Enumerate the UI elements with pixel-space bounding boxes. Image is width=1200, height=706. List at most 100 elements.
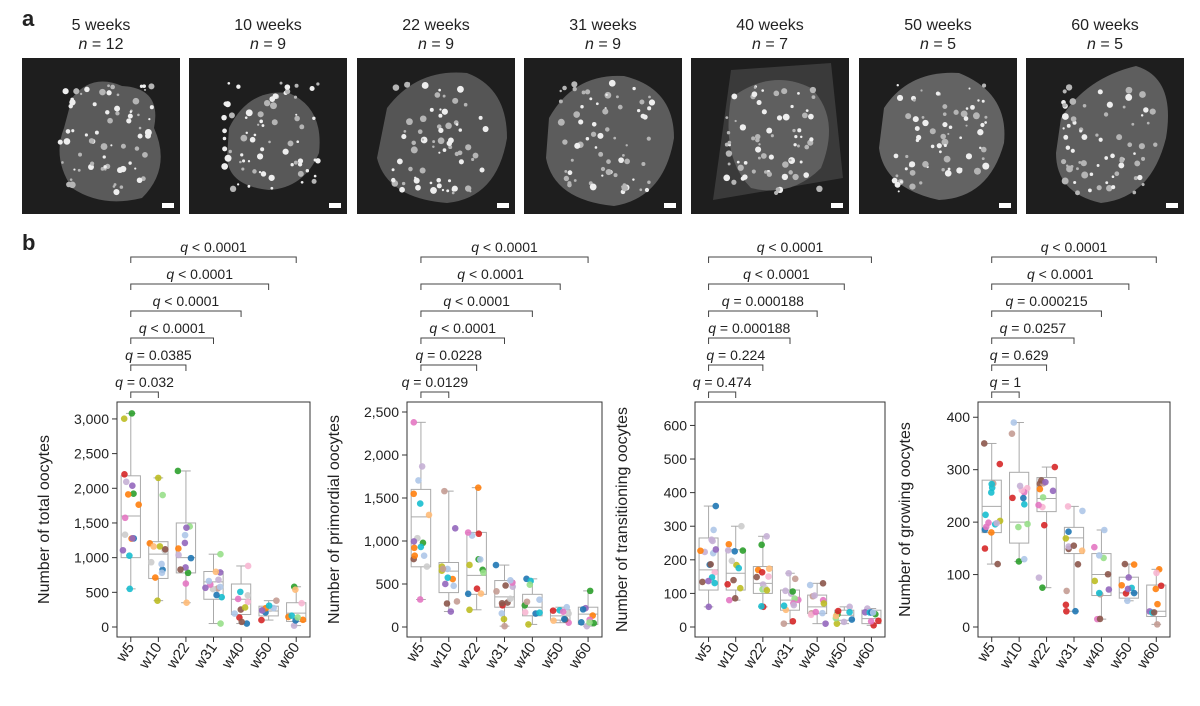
oocyte-spot	[965, 124, 968, 127]
oocyte-spot	[126, 118, 132, 124]
data-point	[410, 538, 418, 545]
oocyte-spot	[1105, 181, 1109, 185]
oocyte-spot	[984, 115, 988, 119]
data-point	[126, 585, 134, 593]
oocyte-spot	[284, 88, 291, 95]
oocyte-spot	[1081, 134, 1088, 140]
oocyte-spot	[1133, 176, 1138, 181]
data-point	[212, 568, 220, 576]
oocyte-spot	[788, 157, 796, 164]
box	[1146, 584, 1167, 618]
oocyte-spot	[1153, 142, 1158, 147]
oocyte-spot	[1089, 172, 1094, 177]
scale-bar	[999, 203, 1011, 208]
oocyte-spot	[617, 104, 623, 110]
data-point	[410, 555, 418, 563]
data-point	[231, 610, 238, 617]
oocyte-spot	[895, 174, 899, 178]
data-point	[988, 484, 996, 492]
oocyte-spot	[636, 109, 641, 113]
data-point	[782, 587, 789, 595]
oocyte-spot	[972, 112, 980, 120]
oocyte-spot	[77, 168, 81, 172]
data-point	[565, 610, 572, 617]
oocyte-spot	[563, 175, 570, 182]
oocyte-spot	[1065, 84, 1073, 91]
oocyte-spot	[905, 113, 912, 120]
data-point	[273, 597, 280, 604]
oocyte-spot	[1132, 190, 1137, 195]
data-point	[1125, 574, 1132, 581]
oocyte-spot	[142, 152, 148, 158]
oocyte-spot	[793, 143, 797, 147]
oocyte-spot	[239, 160, 242, 164]
oocyte-spot	[309, 85, 315, 92]
data-point	[477, 590, 485, 597]
oocyte-spot	[580, 105, 584, 109]
significance-label: q = 0.000188	[722, 293, 804, 309]
data-point	[1008, 430, 1016, 437]
data-point	[521, 602, 529, 609]
oocyte-spot	[439, 108, 442, 111]
oocyte-spot	[261, 124, 265, 127]
oocyte-spot	[137, 113, 140, 117]
oocyte-spot	[743, 160, 748, 165]
data-point	[1104, 570, 1112, 578]
data-point	[832, 612, 840, 620]
oocyte-spot	[940, 133, 947, 140]
oocyte-spot	[1134, 160, 1141, 167]
data-point	[578, 618, 585, 626]
data-point	[444, 574, 452, 581]
data-point	[561, 615, 568, 623]
x-tick-label: w10	[996, 640, 1026, 673]
data-point	[161, 545, 169, 553]
oocyte-spot	[110, 144, 113, 147]
data-point	[187, 554, 195, 562]
oocyte-spot	[808, 113, 814, 120]
data-point	[159, 491, 166, 499]
data-point	[502, 582, 509, 589]
oocyte-spot	[137, 133, 143, 139]
data-point	[292, 586, 299, 594]
data-point	[241, 604, 249, 611]
data-point	[1150, 609, 1158, 616]
data-point	[790, 600, 797, 607]
data-point	[563, 603, 571, 611]
data-point	[701, 548, 709, 556]
data-point	[739, 547, 747, 554]
oocyte-spot	[804, 144, 810, 150]
box	[861, 609, 882, 625]
oocyte-spot	[624, 158, 630, 165]
data-point	[447, 608, 455, 615]
data-point	[807, 611, 815, 619]
data-point	[146, 539, 154, 547]
data-point	[549, 607, 557, 614]
data-point	[1095, 552, 1103, 559]
oocyte-spot	[625, 144, 628, 147]
data-point	[582, 604, 589, 612]
data-point	[1016, 482, 1024, 490]
oocyte-spot	[768, 154, 774, 160]
oocyte-spot	[420, 136, 428, 144]
oocyte-spot	[727, 140, 732, 145]
oocyte-spot	[764, 170, 768, 174]
oocyte-spot	[419, 167, 426, 174]
data-point	[237, 588, 244, 596]
data-point	[1079, 507, 1086, 515]
data-point	[294, 614, 302, 621]
data-point	[299, 616, 307, 624]
data-point	[464, 529, 472, 536]
data-point	[156, 543, 164, 550]
oocyte-spot	[295, 113, 298, 116]
oocyte-spot	[1082, 103, 1087, 108]
oocyte-spot	[755, 146, 762, 153]
data-point	[423, 563, 431, 570]
box	[725, 549, 746, 591]
x-tick-label: w22	[740, 640, 770, 673]
oocyte-spot	[407, 82, 411, 85]
oocyte-spot	[724, 142, 729, 147]
oocyte-spot	[128, 161, 132, 165]
data-point	[1063, 587, 1070, 595]
oocyte-spot	[1096, 164, 1100, 167]
oocyte-spot	[249, 136, 256, 143]
